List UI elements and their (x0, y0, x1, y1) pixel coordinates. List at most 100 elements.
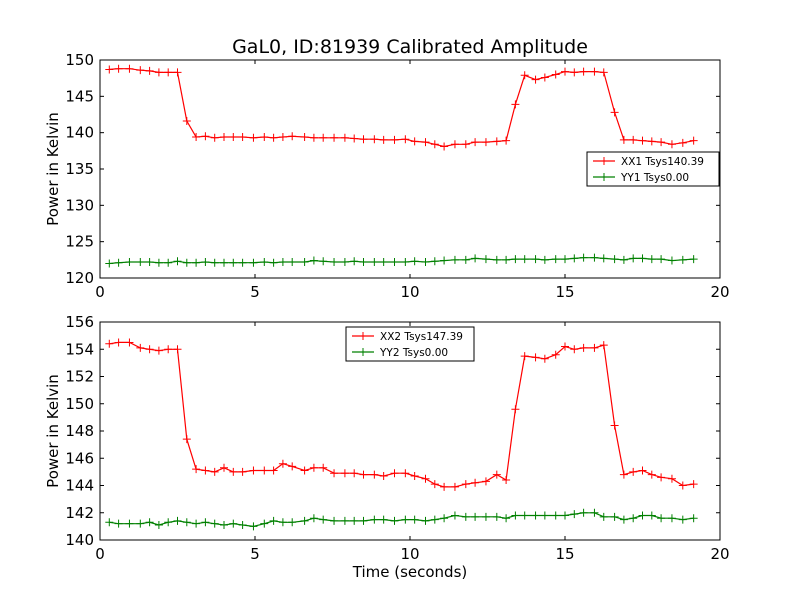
data-point (210, 133, 219, 142)
data-point (210, 258, 219, 267)
data-point (610, 421, 619, 430)
data-point (599, 254, 608, 263)
data-point (249, 522, 258, 531)
data-point (599, 341, 608, 350)
data-point (511, 255, 520, 264)
y-tick-label: 152 (65, 368, 94, 386)
data-point (667, 514, 676, 523)
data-point (502, 136, 511, 145)
data-point (520, 255, 529, 264)
data-point (401, 469, 410, 478)
data-point (561, 255, 569, 264)
data-point (182, 258, 191, 267)
data-point (125, 258, 134, 267)
data-point (678, 481, 687, 490)
data-point (145, 66, 154, 75)
x-tick-label: 10 (400, 283, 419, 301)
data-point (461, 512, 470, 521)
x-tick-label: 0 (95, 545, 105, 563)
data-point (350, 469, 359, 478)
data-point (173, 257, 182, 266)
data-point (421, 258, 430, 267)
legend-marker (359, 348, 367, 356)
data-point (370, 135, 379, 144)
data-point (471, 478, 480, 487)
data-point (629, 254, 638, 263)
data-point (619, 135, 628, 144)
data-point (220, 133, 228, 142)
data-point (319, 515, 328, 524)
data-point (125, 64, 134, 73)
data-point (678, 515, 687, 524)
data-point (192, 133, 201, 142)
data-point (269, 133, 278, 142)
data-point (502, 514, 511, 523)
data-point (492, 137, 501, 146)
data-point (579, 253, 588, 262)
data-point (657, 138, 666, 147)
data-point (173, 345, 182, 354)
subplot-bottom: 0 5 10 15 20 140 142 144 146 148 150 152 154 156 Power… (44, 313, 730, 563)
data-point (145, 258, 154, 267)
data-point (531, 353, 540, 362)
y-tick-label: 156 (65, 313, 94, 331)
subplot-top: 0 5 10 15 20 120 125 130 135 140 145 150 Power in Ke… (44, 51, 730, 301)
data-point (570, 510, 579, 519)
data-point (657, 514, 666, 523)
data-point (450, 482, 459, 491)
data-point (610, 255, 619, 264)
x-tick-label: 15 (555, 545, 574, 563)
y-tick-label: 125 (65, 233, 94, 251)
data-point (350, 516, 359, 525)
data-point (288, 462, 297, 471)
data-point (440, 482, 449, 491)
data-point (638, 466, 647, 475)
data-point (667, 256, 676, 265)
data-point (359, 470, 368, 479)
data-point (570, 345, 579, 354)
data-point (278, 133, 287, 142)
data-point (667, 140, 676, 149)
legend-marker (359, 332, 367, 340)
data-point (619, 470, 628, 479)
legend-label: YY1 Tsys0.00 (620, 172, 689, 184)
data-point (678, 138, 687, 147)
data-point (502, 476, 511, 485)
data-point (238, 258, 247, 267)
data-point (125, 519, 134, 528)
data-point (647, 137, 656, 146)
data-point (359, 516, 368, 525)
data-point (421, 474, 430, 483)
data-point (340, 258, 349, 267)
y-tick-label: 130 (65, 196, 94, 214)
data-point (300, 258, 309, 267)
data-point (192, 258, 201, 267)
data-point (201, 518, 210, 527)
data-point (105, 518, 114, 527)
data-point (520, 71, 529, 80)
data-point (359, 135, 368, 144)
data-point (570, 68, 579, 77)
data-point (309, 514, 318, 523)
data-point (390, 469, 399, 478)
data-point (269, 466, 278, 475)
data-point (220, 521, 228, 530)
data-point (647, 470, 656, 479)
data-point (520, 511, 529, 520)
y-tick-label: 142 (65, 504, 94, 522)
data-point (309, 463, 318, 472)
data-point (278, 258, 287, 267)
y-axis-label: Power in Kelvin (44, 112, 62, 226)
data-point (440, 142, 449, 151)
x-tick-label: 10 (400, 545, 419, 563)
legend-box (345, 326, 475, 362)
y-tick-label: 148 (65, 422, 94, 440)
data-point (125, 338, 134, 347)
data-point (540, 511, 549, 520)
data-point (390, 516, 399, 525)
data-point (136, 66, 145, 75)
data-point (610, 108, 619, 117)
data-point (551, 511, 560, 520)
